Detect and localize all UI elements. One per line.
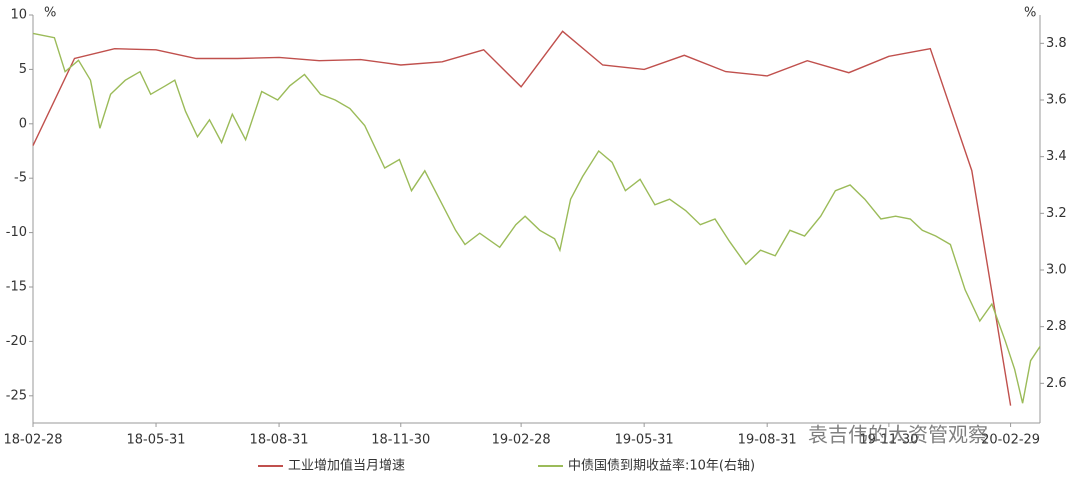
y2-tick-label: 3.4 xyxy=(1046,149,1067,164)
x-tick-label: 18-02-28 xyxy=(3,433,62,448)
x-tick-label: 20-02-29 xyxy=(981,433,1040,448)
y2-tick-label: 2.8 xyxy=(1046,319,1067,334)
y-tick-label: -20 xyxy=(6,334,27,349)
y2-tick-label: 3.2 xyxy=(1046,206,1067,221)
y2-tick-label: 3.8 xyxy=(1046,36,1067,51)
line-series xyxy=(32,30,1012,406)
y-tick-label: -10 xyxy=(6,225,27,240)
legend-label: 中债国债到期收益率:10年(右轴) xyxy=(568,458,755,474)
x-tick-label: 19-08-31 xyxy=(738,433,797,448)
x-tick-label: 19-11-30 xyxy=(859,433,918,448)
y-tick-label: -25 xyxy=(6,388,27,403)
y-tick-label: -5 xyxy=(14,171,27,186)
y-axis-unit: % xyxy=(44,6,56,21)
line-series xyxy=(32,32,1041,404)
x-tick-label: 18-11-30 xyxy=(371,433,430,448)
legend-label: 工业增加值当月增速 xyxy=(288,458,405,474)
x-tick-label: 18-05-31 xyxy=(127,433,186,448)
y-tick-label: 5 xyxy=(19,62,27,77)
y-tick-label: 0 xyxy=(19,116,27,131)
watermark: 袁吉伟的大资管观察 xyxy=(808,423,988,447)
x-tick-label: 18-08-31 xyxy=(250,433,309,448)
y2-tick-label: 3.6 xyxy=(1046,93,1067,108)
x-tick-label: 19-02-28 xyxy=(492,433,551,448)
y2-tick-label: 2.6 xyxy=(1046,376,1067,391)
y2-axis-unit: % xyxy=(1024,6,1036,21)
y-tick-label: 10 xyxy=(10,8,27,23)
y2-tick-label: 3.0 xyxy=(1046,263,1067,278)
y-tick-label: -15 xyxy=(6,280,27,295)
x-tick-label: 19-05-31 xyxy=(615,433,674,448)
